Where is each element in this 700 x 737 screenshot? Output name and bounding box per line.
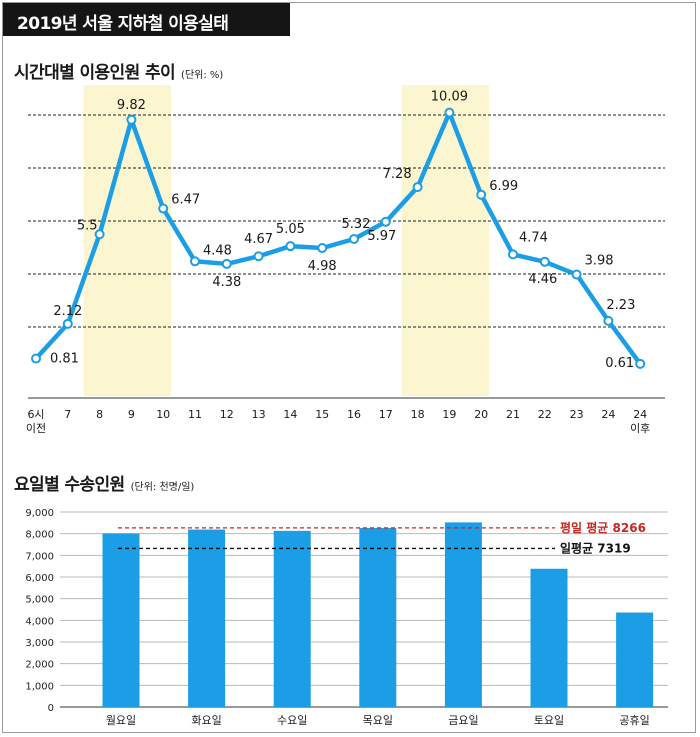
data-label: 4.46 [528,272,557,287]
x-tick-label: 월요일 [106,713,136,727]
data-point [539,256,550,267]
data-point [412,182,423,193]
data-point [126,114,137,125]
bar [102,533,140,707]
data-point [349,234,359,245]
data-label: 5.97 [367,229,396,244]
reference-label: 일평균 7319 [560,541,631,555]
x-tick-label: 10 [156,408,170,421]
line-chart: 0.81 2.12 5.5 9.82 6.47 4.48 4.38 4.675.05 4.98 5… [26,85,665,435]
x-tick-label: 15 [315,408,329,421]
series-line [34,110,643,366]
y-tick-label: 3,000 [25,638,54,649]
x-tick-label: 23 [570,408,584,421]
data-label: 4.74 [519,230,548,245]
x-tick-label: 20 [474,408,488,421]
x-tick-label: 24 [601,408,615,421]
data-point [603,315,614,326]
data-point [62,318,73,329]
data-label: 6.99 [489,179,518,194]
data-point [221,258,232,269]
y-tick-label: 2,000 [25,660,54,671]
data-label: 9.82 [117,98,146,113]
x-tick-label: 금요일 [448,713,478,727]
data-point [476,189,487,200]
bar [530,568,568,707]
y-tick-label: 1,000 [25,681,54,692]
data-label: 7.28 [383,167,412,182]
data-point [571,269,582,280]
data-label: 4.48 [203,243,232,258]
x-tick-label: 21 [506,408,520,421]
bar-chart: 0 1,000 2,000 3,000 4,000 5,000 6,000 7,000 8,00… [25,508,668,727]
x-tick-label: 목요일 [363,713,393,727]
data-label: 5.32 [342,217,371,232]
bar [188,529,226,707]
bar [359,528,397,707]
y-tick-label: 9,000 [25,508,54,519]
data-point [31,353,41,364]
bar [616,612,654,707]
highlight-band [401,85,490,396]
y-tick-label: 5,000 [25,595,54,606]
x-tick-label: 7 [64,408,71,421]
y-tick-label: 8,000 [25,530,54,541]
bar-chart-heading: 요일별 수송인원 (단위: 천명/일) [14,470,194,495]
data-point [158,203,169,214]
bar-chart-title: 요일별 수송인원 [14,475,125,495]
x-tick-label: 18 [411,408,425,421]
x-tick-label: 11 [188,408,202,421]
x-tick-label: 22 [538,408,552,421]
data-label: 2.23 [606,298,635,313]
x-tick-label: 24 이후 [630,408,650,435]
x-tick-label: 수요일 [277,713,307,727]
data-label: 4.38 [212,275,241,290]
line-chart-heading: 시간대별 이용인원 추이 (단위: %) [14,58,223,83]
data-point [635,358,646,369]
data-label: 3.98 [585,254,614,269]
page-title: 2019년 서울 지하철 이용실태 [17,14,229,34]
data-point [253,251,264,262]
title-banner: 2019년 서울 지하철 이용실태 [3,3,290,36]
y-tick-label: 4,000 [25,616,54,627]
x-tick-label: 화요일 [191,713,221,727]
line-chart-title: 시간대별 이용인원 추이 [14,63,176,83]
line-chart-unit: (단위: %) [181,70,224,81]
data-point [190,256,200,267]
x-tick-label: 8 [96,408,103,421]
data-label: 4.98 [308,259,337,274]
data-point [94,229,105,240]
bar [273,530,311,707]
y-tick-label: 7,000 [25,551,54,562]
x-tick-label: 19 [442,408,456,421]
data-point [380,216,391,227]
reference-label: 평일 평균 8266 [560,521,646,535]
data-label: 2.12 [53,304,82,319]
x-tick-label: 6시 이전 [26,408,46,435]
x-tick-label: 13 [252,408,266,421]
x-tick-label: 공휴일 [619,713,649,727]
data-label: 6.47 [171,193,200,208]
bar-chart-unit: (단위: 천명/일) [130,482,195,493]
x-tick-label: 17 [379,408,393,421]
data-label: 4.67 [244,232,273,247]
data-point [317,243,328,254]
data-label: 5.5 [77,218,98,233]
x-tick-label: 토요일 [534,713,564,727]
data-point [285,241,296,252]
x-tick-label: 12 [220,408,234,421]
data-point [444,107,455,118]
data-label: 5.05 [276,222,305,237]
y-tick-label: 6,000 [25,573,54,584]
data-label: 10.09 [431,90,468,105]
x-tick-label: 14 [283,408,297,421]
x-tick-label: 9 [128,408,135,421]
data-label: 0.61 [605,356,634,371]
data-point [508,249,518,260]
x-tick-label: 16 [347,408,361,421]
data-label: 0.81 [50,352,79,367]
bar [444,522,482,707]
y-tick-label: 0 [48,703,54,714]
